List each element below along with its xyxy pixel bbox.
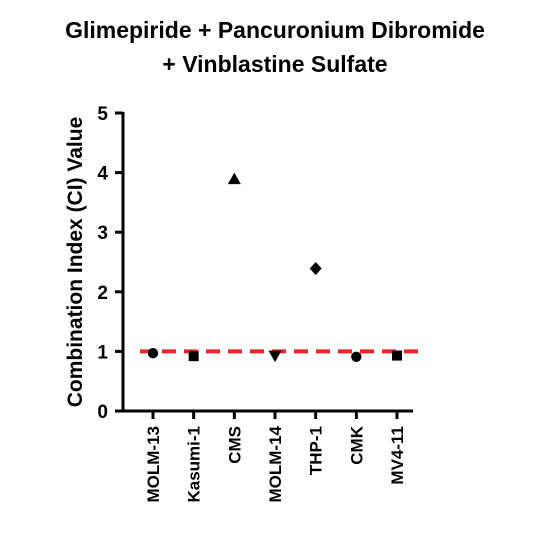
data-point-thp-1 [309,262,322,276]
y-tick-label-4: 4 [97,164,108,185]
x-tick-label-2: CMS [225,426,244,464]
data-point-kasumi-1 [188,351,199,362]
data-point-molm-13 [147,347,159,359]
y-tick-label-2: 2 [97,283,108,304]
data-point-cmk [351,351,362,362]
data-point-mv4-11 [392,350,403,361]
x-tick-label-1: Kasumi-1 [185,426,204,503]
x-tick-label-5: CMK [347,425,366,464]
data-points [147,172,403,363]
y-axis-title: Combination Index (CI) Value [64,117,87,408]
x-tick-label-3: MOLM-14 [266,425,285,502]
chart-title-line-2: + Vinblastine Sulfate [162,51,387,77]
x-tick-label-6: MV4-11 [388,426,407,485]
x-tick-label-0: MOLM-13 [144,426,163,503]
y-tick-label-0: 0 [97,402,108,423]
chart-title-line-1: Glimepiride + Pancuronium Dibromide [65,17,485,43]
y-tick-label-1: 1 [97,342,108,363]
x-tick-label-4: THP-1 [307,426,326,475]
y-axis: 0 1 2 3 4 5 [97,104,125,423]
data-point-cms [227,172,241,185]
y-tick-label-3: 3 [97,223,108,244]
y-tick-label-5: 5 [97,104,108,125]
data-point-molm-14 [268,350,282,363]
x-axis: MOLM-13 Kasumi-1 CMS MOLM-14 THP-1 CMK MV4-11 [121,409,414,503]
